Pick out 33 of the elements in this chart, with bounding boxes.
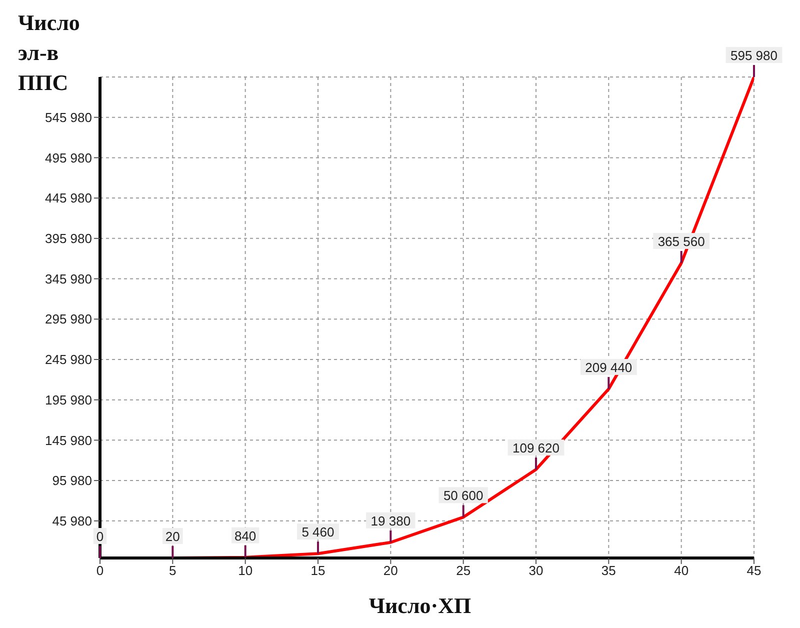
x-tick-label: 30 bbox=[528, 563, 544, 578]
y-tick-label: 245 980 bbox=[45, 352, 92, 368]
data-label: 209 440 bbox=[585, 360, 632, 375]
data-label: 0 bbox=[96, 529, 104, 544]
y-tick-label: 395 980 bbox=[45, 231, 92, 246]
x-tick-label: 45 bbox=[746, 563, 762, 578]
y-tick-label: 545 980 bbox=[45, 110, 92, 125]
y-tick-label: 295 980 bbox=[45, 312, 92, 327]
y-axis-title: Число эл-в ППС bbox=[18, 9, 80, 97]
data-label: 109 620 bbox=[512, 440, 560, 456]
x-tick-label: 40 bbox=[674, 563, 689, 578]
y-tick-label: 345 980 bbox=[45, 271, 92, 286]
x-tick-label: 5 bbox=[169, 563, 176, 578]
data-label: 840 bbox=[234, 528, 256, 544]
data-label: 595 980 bbox=[730, 48, 778, 63]
x-tick-label: 25 bbox=[456, 563, 471, 578]
y-tick-label: 45 980 bbox=[52, 514, 92, 529]
data-label: 19 380 bbox=[370, 513, 411, 528]
data-label: 365 560 bbox=[658, 234, 705, 249]
x-tick-label: 0 bbox=[96, 563, 104, 578]
data-label: 5 460 bbox=[302, 524, 334, 540]
data-label: 50 600 bbox=[443, 488, 484, 504]
x-tick-label: 10 bbox=[238, 563, 253, 578]
y-tick-label: 195 980 bbox=[45, 392, 92, 408]
y-tick-label: 495 980 bbox=[45, 150, 92, 166]
y-tick-label: 445 980 bbox=[45, 190, 92, 206]
data-label: 20 bbox=[165, 528, 180, 544]
x-tick-label: 15 bbox=[310, 563, 326, 578]
x-tick-label: 35 bbox=[601, 563, 616, 578]
x-tick-label: 20 bbox=[383, 563, 398, 578]
x-axis-title: Число·ХП bbox=[368, 593, 472, 619]
y-tick-label: 95 980 bbox=[52, 473, 92, 488]
y-tick-label: 145 980 bbox=[45, 432, 92, 448]
